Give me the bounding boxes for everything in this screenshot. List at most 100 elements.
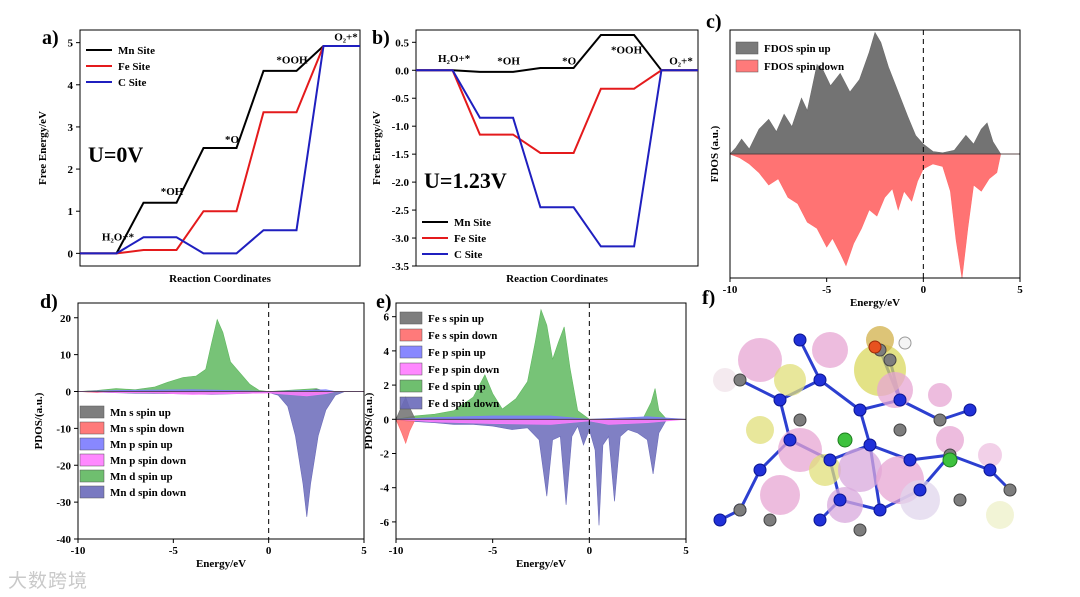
charge-density-lobe (928, 383, 952, 407)
carbon-atom (893, 423, 907, 437)
structure-bond (798, 339, 822, 381)
step-label-o: O₂+* (334, 32, 358, 44)
charge-density-lobe (746, 416, 774, 444)
molecular-structure-image (713, 326, 1017, 537)
legend-label-mn-site: Mn Site (454, 217, 491, 229)
y-axis-label: FDOS (a.u.) (709, 125, 721, 182)
charge-density-lobe (760, 475, 800, 515)
y-tick-label: -2.0 (392, 177, 410, 189)
legend-swatch-mn-p-spin-down (79, 453, 105, 467)
y-tick-label: 1 (68, 206, 74, 218)
y-tick-label: 6 (384, 312, 390, 324)
legend-label-fe-d-spin-down: Fe d spin down (428, 398, 499, 410)
nitrogen-atom (893, 393, 907, 407)
metal-atom (837, 432, 853, 448)
y-axis-label: Free Energy/eV (37, 111, 49, 185)
legend-swatch-fe-p-spin-down (399, 362, 423, 376)
y-tick-label: -3.5 (392, 261, 410, 273)
charge-density-lobe (827, 487, 863, 523)
carbon-atom (1003, 483, 1017, 497)
panel-label: b) (372, 27, 390, 49)
y-tick-label: 0 (68, 248, 74, 260)
nitrogen-atom (863, 438, 877, 452)
y-tick-label: 0.0 (395, 65, 409, 77)
oxygen-atom (868, 340, 882, 354)
metal-atom (942, 452, 958, 468)
legend-label-mn-s-spin-up: Mn s spin up (110, 407, 171, 419)
dos-area-fe-d-spin-down (396, 419, 686, 526)
y-axis-label: Free Energy/eV (371, 111, 383, 185)
x-axis-label: Reaction Coordinates (169, 273, 271, 285)
x-axis-label: Reaction Coordinates (506, 273, 608, 285)
panel-label: c) (706, 11, 722, 33)
nitrogen-atom (793, 333, 807, 347)
dos-area-fe-p-spin-up (396, 415, 686, 420)
legend-label-c-site: C Site (118, 77, 147, 89)
structure-bond (738, 469, 762, 511)
y-tick-label: 4 (68, 80, 74, 92)
y-tick-label: 0 (384, 414, 390, 426)
x-tick-label: 0 (921, 284, 927, 296)
series-line-fe-site (80, 45, 360, 255)
nitrogen-atom (833, 493, 847, 507)
legend-label-fe-p-spin-down: Fe p spin down (428, 364, 499, 376)
y-tick-label: -0.5 (392, 93, 410, 105)
structure-bond (819, 378, 861, 412)
step-label-o: *O (562, 56, 577, 68)
y-tick-label: 0 (66, 387, 72, 399)
panel-label: d) (40, 291, 58, 313)
charge-density-lobe (738, 338, 782, 382)
legend-swatch-fe-d-spin-down (399, 396, 423, 410)
charge-density-lobe (713, 368, 737, 392)
nitrogen-atom (753, 463, 767, 477)
potential-note: U=1.23V (424, 168, 507, 193)
charge-density-lobe (774, 364, 806, 396)
legend-swatch-fe-d-spin-up (399, 379, 423, 393)
panel-f-label: f) (702, 287, 715, 309)
legend-swatch-mn-d-spin-down (79, 485, 105, 499)
carbon-atom (763, 513, 777, 527)
panel-c-fdos: -10 -5 0 5 Energy/eV FDOS (a.u.) FDOS spin up F… (706, 11, 1023, 309)
legend-swatch-mn-s-spin-down (79, 421, 105, 435)
carbon-atom (733, 503, 747, 517)
legend-label-fe-s-spin-down: Fe s spin down (428, 330, 497, 342)
series-line-mn-site (416, 34, 698, 73)
plot-frame (415, 29, 699, 267)
nitrogen-atom (873, 503, 887, 517)
y-tick-label: -20 (56, 460, 71, 472)
panel-d-mn-pdos: -10 -5 0 5 20 10 0 -10 -20 -30 -40 Energy/eV PDOS/(a… (33, 291, 367, 570)
x-axis-label: Energy/eV (850, 297, 900, 309)
y-tick-label: -2 (380, 448, 390, 460)
series-line-c-site (416, 69, 698, 248)
x-axis-label: Energy/eV (516, 558, 566, 570)
legend-swatch-fe-s-spin-up (399, 311, 423, 325)
legend-label-mn-p-spin-up: Mn p spin up (110, 439, 173, 451)
legend-label-mn-d-spin-down: Mn d spin down (110, 487, 186, 499)
y-tick-label: 5 (68, 38, 74, 50)
plot-frame (77, 302, 365, 540)
legend-label-fe-p-spin-up: Fe p spin up (428, 347, 486, 359)
y-tick-label: -1.5 (392, 149, 410, 161)
y-tick-label: -3.0 (392, 233, 410, 245)
legend-label-fe-s-spin-up: Fe s spin up (428, 313, 484, 325)
step-label-oh: *OH (497, 56, 520, 68)
legend-swatch-fdos-spin-down (735, 59, 759, 73)
plot-frame (79, 29, 361, 267)
structure-bond (909, 453, 951, 462)
step-label-o: O₂+* (669, 56, 693, 68)
x-tick-label: -5 (169, 545, 179, 557)
x-tick-label: -10 (389, 545, 404, 557)
x-tick-label: -5 (488, 545, 498, 557)
panel-label: e) (376, 291, 392, 313)
y-tick-label: 2 (68, 164, 74, 176)
legend-label-fdos-spin-up: FDOS spin up (764, 43, 831, 55)
y-axis-label: PDOS/(a.u.) (33, 392, 45, 449)
legend-label-fdos-spin-down: FDOS spin down (764, 61, 844, 73)
x-tick-label: 5 (683, 545, 689, 557)
dos-area-fdos-spin-down (730, 153, 1020, 278)
series-line-c-site (80, 45, 360, 255)
carbon-atom (953, 493, 967, 507)
x-tick-label: -10 (723, 284, 738, 296)
y-tick-label: 10 (60, 350, 72, 362)
